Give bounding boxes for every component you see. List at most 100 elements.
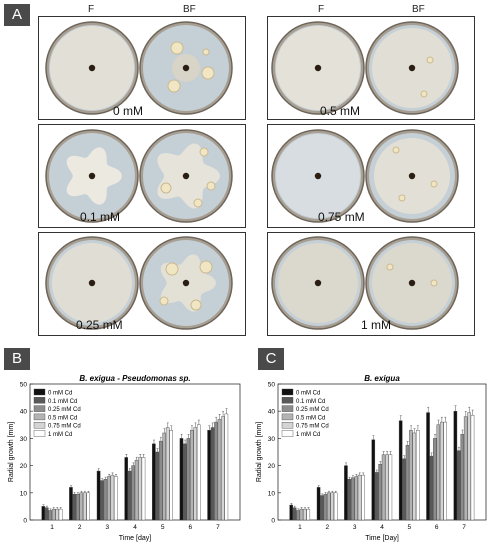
y-tick-label: 50	[20, 382, 28, 389]
bar	[378, 464, 382, 521]
bar	[103, 478, 108, 521]
bar	[467, 412, 471, 521]
bar	[405, 444, 410, 521]
bacterial-spot	[199, 147, 209, 157]
bar	[51, 508, 56, 521]
bar	[72, 493, 77, 521]
inoculum-plug	[182, 172, 190, 180]
inoculum-plug	[408, 64, 416, 72]
petri-dish	[271, 129, 365, 223]
panel-b-label: B	[4, 348, 30, 370]
x-tick-label: 3	[353, 524, 357, 531]
legend-entry: 0.1 mM Cd	[48, 399, 77, 405]
petri-dish	[139, 129, 233, 223]
legend: 0 mM Cd 0.1 mM Cd 0.25 mM Cd 0.5 mM Cd 0.75 …	[33, 388, 81, 438]
legend-swatch	[33, 430, 46, 437]
inoculum-plug	[88, 172, 96, 180]
y-tick-label: 40	[268, 409, 276, 416]
panel-c-label: C	[258, 348, 284, 370]
petri-dish	[365, 129, 459, 223]
petri-dish-photos	[45, 21, 459, 330]
bacterial-spot	[392, 146, 400, 154]
bar	[333, 492, 338, 521]
bacterial-spot	[430, 279, 438, 287]
bar	[190, 430, 194, 521]
legend-swatch	[33, 388, 46, 396]
bar	[214, 421, 218, 521]
legend-entry: 0 mM Cd	[48, 391, 72, 397]
y-axis-label: Radial growth [mm]	[256, 422, 263, 482]
bar	[114, 476, 118, 521]
chart-c: B. exigua 0 10 20 30 40 50 Radial growth [mm] 1 2…	[256, 374, 487, 542]
legend-entry: 0.5 mM Cd	[296, 415, 325, 421]
bar	[127, 470, 132, 521]
bar	[351, 477, 355, 521]
concentration-label: 0.1 mM	[80, 210, 121, 224]
inoculum-plug	[88, 64, 96, 72]
bar	[207, 430, 211, 521]
legend-swatch	[33, 422, 46, 429]
bar	[217, 419, 222, 521]
inoculum-plug	[314, 64, 322, 72]
bar	[457, 450, 461, 521]
bar	[79, 492, 84, 521]
bar	[48, 510, 53, 521]
concentration-label: 1 mM	[361, 318, 391, 332]
bar	[463, 416, 468, 521]
bar	[344, 465, 348, 521]
bar	[409, 430, 413, 521]
bacterial-spot	[190, 299, 202, 311]
bar	[299, 508, 304, 521]
bacterial-spot	[202, 48, 210, 56]
bar	[134, 459, 139, 521]
bar	[320, 495, 324, 521]
x-tick-label: 1	[50, 524, 54, 531]
bar	[388, 454, 393, 521]
bacterial-spot	[165, 262, 179, 276]
bar	[155, 451, 160, 521]
x-tick-label: 6	[188, 524, 192, 531]
bar	[426, 412, 430, 521]
bar	[398, 420, 403, 521]
chart-b: B. exigua - Pseudomonas sp. 0 10 20 30 40 50 Ra…	[8, 374, 241, 542]
bar	[162, 432, 166, 521]
bar	[357, 474, 362, 521]
bar	[58, 508, 63, 521]
bar	[289, 504, 293, 521]
bacterial-spot	[170, 41, 184, 55]
legend-entry: 0.5 mM Cd	[48, 415, 77, 421]
x-tick-label: 4	[380, 524, 384, 531]
petri-dish	[271, 236, 365, 330]
bar	[316, 487, 321, 521]
petri-dish	[139, 236, 233, 330]
legend-entry: 0.75 mM Cd	[48, 424, 81, 430]
bacterial-spot	[199, 260, 213, 274]
legend-entry: 0.25 mM Cd	[296, 407, 329, 413]
legend-swatch	[281, 405, 294, 412]
bar	[381, 454, 386, 521]
bar	[169, 430, 173, 521]
bar	[453, 411, 458, 521]
bar	[412, 432, 417, 521]
bar	[460, 434, 465, 521]
bacterial-spot	[160, 182, 172, 194]
bar	[41, 506, 46, 521]
col-head-f-left: F	[88, 4, 95, 15]
bar	[416, 430, 420, 521]
y-tick-label: 10	[20, 490, 28, 497]
bar	[165, 427, 170, 521]
petri-dish	[45, 236, 139, 330]
y-tick-label: 30	[20, 436, 28, 443]
bar	[124, 457, 128, 521]
bar	[179, 438, 184, 521]
inoculum-plug	[314, 279, 322, 287]
bacterial-spot	[193, 198, 203, 208]
bar	[141, 457, 146, 521]
inoculum-plug	[182, 64, 190, 72]
y-tick-label: 20	[20, 463, 28, 470]
x-tick-label: 7	[216, 524, 220, 531]
x-tick-label: 4	[133, 524, 137, 531]
bar	[443, 421, 447, 521]
x-tick-label: 6	[435, 524, 439, 531]
bacterial-spot	[206, 181, 216, 191]
